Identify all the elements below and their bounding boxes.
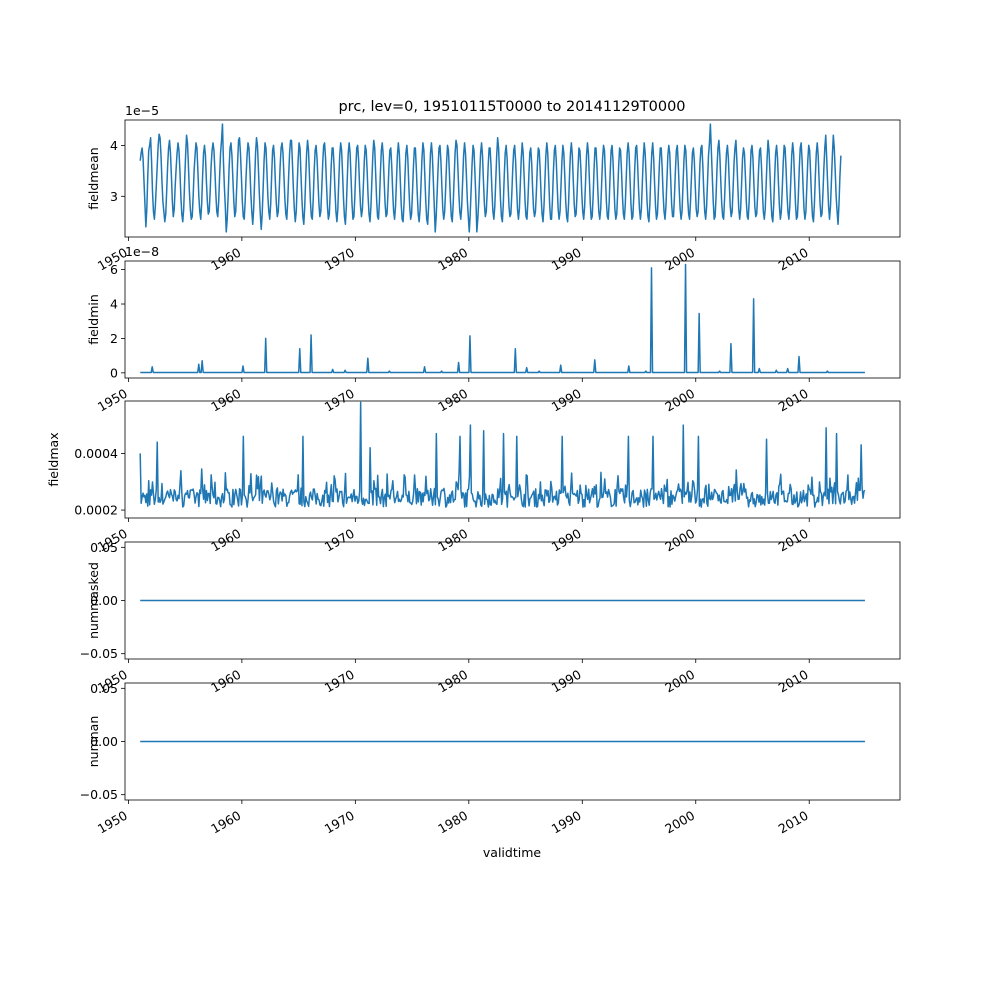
fieldmin-ytick-label: 4 [110,297,118,312]
fieldmax-series-line [139,401,866,508]
nummasked-ytick-label: 0.05 [90,540,118,555]
numnan-y-axis-label: numnan [86,716,101,768]
fieldmin-axes-frame [124,260,901,379]
fieldmax-ytick-label: 0.0002 [74,503,118,518]
fieldmax-ytick-label: 0.0004 [74,446,118,461]
nummasked-y-axis-label: nummasked [86,562,101,639]
fieldmax-axes-frame [124,400,901,519]
fieldmean-series-line [139,123,842,233]
numnan-ytick-label: 0.00 [90,734,118,749]
nummasked-ytick-label: −0.05 [80,646,118,661]
fieldmean-axes-frame [124,119,901,238]
fieldmax-y-axis-label: fieldmax [46,432,61,486]
numnan-ytick-label: 0.05 [90,681,118,696]
fieldmean-ytick-label: 3 [110,189,118,204]
fieldmin-ytick-label: 0 [110,365,118,380]
fieldmean-offset-label: 1e−5 [125,103,159,118]
chart-title: prc, lev=0, 19510115T0000 to 20141129T00… [338,99,685,115]
fieldmin-offset-label: 1e−8 [125,244,159,259]
fieldmean-y-axis-label: fieldmean [86,147,101,209]
fieldmin-ytick-label: 6 [110,262,118,277]
fieldmin-y-axis-label: fieldmin [86,294,101,345]
fieldmin-ytick-label: 2 [110,331,118,346]
fieldmean-ytick-label: 4 [110,138,118,153]
numnan-ytick-label: −0.05 [80,787,118,802]
nummasked-ytick-label: 0.00 [90,593,118,608]
x-axis-label: validtime [483,845,541,860]
fieldmin-series-line [140,263,865,374]
